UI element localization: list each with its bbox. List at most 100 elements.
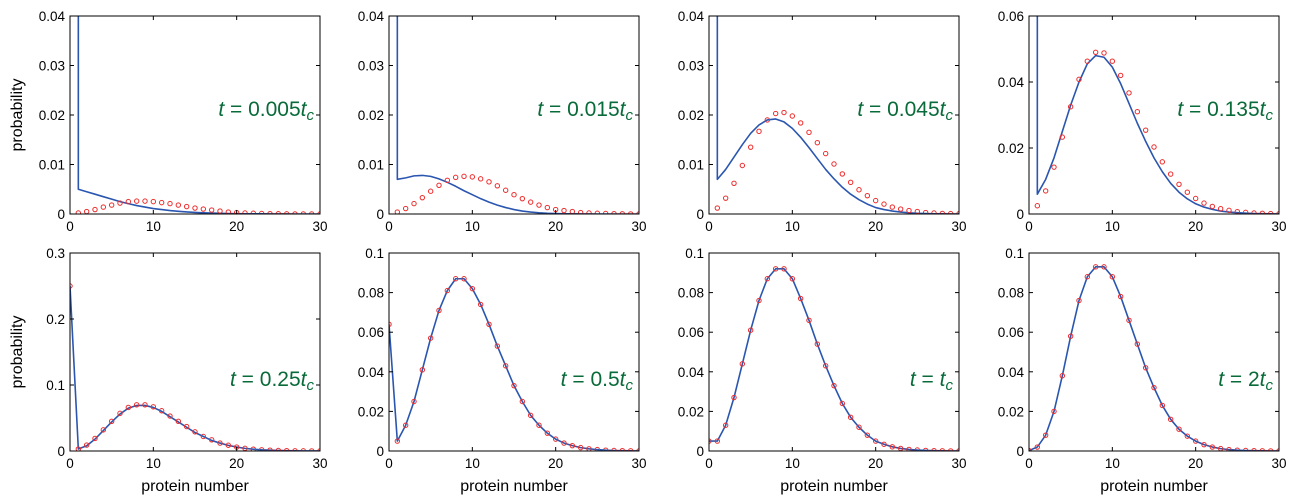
data-point <box>250 446 257 451</box>
data-point <box>1134 109 1141 115</box>
panel-8: 0 10 20 30 0 0.02 0.04 0.06 0.08 0.1 protein numbe… <box>998 246 1287 495</box>
data-point <box>1167 171 1174 177</box>
data-point <box>756 297 762 304</box>
y-tick-label: 0.03 <box>358 59 384 74</box>
data-point <box>192 429 198 435</box>
data-point <box>822 150 829 157</box>
y-tick-label: 0.04 <box>678 9 705 24</box>
annotation-tc: t <box>620 98 627 121</box>
time-annotation: t = tc <box>910 368 954 394</box>
data-point <box>831 161 837 167</box>
y-tick-label: 0.1 <box>365 246 384 261</box>
data-point <box>411 200 417 207</box>
data-point <box>1251 210 1257 214</box>
data-point <box>502 363 509 369</box>
data-point <box>739 162 746 169</box>
data-point <box>789 113 796 119</box>
data-point <box>906 207 912 214</box>
data-point <box>100 204 107 210</box>
y-tick-label: 0 <box>376 207 384 222</box>
y-tick-label: 0.04 <box>998 75 1025 90</box>
x-tick-label: 30 <box>951 456 966 471</box>
data-point <box>864 432 871 438</box>
data-point <box>389 321 392 327</box>
data-point <box>1184 189 1191 195</box>
y-tick-label: 0.06 <box>358 325 384 340</box>
data-point <box>922 209 929 214</box>
panel-7: 0 10 20 30 0 0.02 0.04 0.06 0.08 0.1 protein numbe… <box>678 246 967 495</box>
x-tick-label: 10 <box>146 219 161 234</box>
annotation-tc: t <box>1260 368 1267 391</box>
x-tick-label: 30 <box>1271 219 1286 234</box>
annotation-tc: t <box>301 368 308 391</box>
data-point <box>914 447 921 451</box>
x-tick-label: 30 <box>312 456 327 471</box>
data-point <box>872 438 879 444</box>
data-point <box>1159 159 1166 165</box>
y-tick-label: 0 <box>1016 444 1024 459</box>
model-line <box>70 285 320 451</box>
data-point <box>1109 58 1116 64</box>
data-point <box>806 317 812 324</box>
data-point <box>1192 195 1199 202</box>
annotation-t: t <box>537 98 544 121</box>
data-point <box>258 447 265 451</box>
data-point <box>183 203 190 210</box>
data-point <box>142 198 148 204</box>
data-point <box>419 194 426 201</box>
y-tick-label: 0.04 <box>358 365 385 380</box>
data-point <box>494 343 501 349</box>
data-point <box>1117 293 1124 300</box>
x-tick-label: 20 <box>548 219 563 234</box>
y-tick-label: 0.3 <box>46 246 65 261</box>
data-point <box>906 446 912 451</box>
y-tick-label: 0.08 <box>998 286 1024 301</box>
axes-frame <box>708 252 960 452</box>
x-axis-label: protein number <box>460 478 568 495</box>
data-point <box>167 200 173 207</box>
y-tick-label: 0.1 <box>46 378 65 393</box>
y-tick-label: 0.2 <box>46 312 65 327</box>
annotation-tc: t <box>940 368 947 391</box>
time-annotation: t = 0.005tc <box>218 98 314 124</box>
annotation-value: = 0.045 <box>863 98 939 121</box>
data-point <box>552 436 559 442</box>
annotation-subscript: c <box>1266 107 1274 124</box>
annotation-t: t <box>857 98 864 121</box>
data-point <box>511 382 517 389</box>
data-point <box>469 174 476 180</box>
data-point <box>175 418 182 424</box>
data-point <box>602 447 609 451</box>
data-point <box>200 206 207 212</box>
data-point <box>586 446 592 451</box>
data-point <box>436 182 442 188</box>
data-point <box>108 202 115 208</box>
model-line <box>709 268 959 451</box>
annotation-subscript: c <box>946 107 954 124</box>
data-point <box>764 276 771 282</box>
y-tick-label: 0.02 <box>358 108 384 123</box>
data-point <box>75 210 82 214</box>
data-point <box>217 440 223 446</box>
y-tick-label: 0 <box>57 207 65 222</box>
data-point <box>864 192 871 199</box>
y-tick-label: 0.01 <box>358 158 384 173</box>
y-tick-label: 0.02 <box>358 404 384 419</box>
x-tick-label: 0 <box>385 219 393 234</box>
annotation-t: t <box>561 368 568 391</box>
data-point <box>797 295 804 302</box>
annotation-value: = 0.135 <box>1183 98 1259 121</box>
y-axis-label: probability <box>9 316 26 389</box>
data-point <box>569 442 576 449</box>
data-point <box>536 202 542 208</box>
data-point <box>714 438 721 444</box>
data-point <box>502 187 509 193</box>
data-point <box>394 209 401 214</box>
annotation-subscript: c <box>307 107 315 124</box>
annotation-subscript: c <box>1266 377 1274 394</box>
model-line <box>1029 266 1279 451</box>
panel-6: 0 10 20 30 0 0.02 0.04 0.06 0.08 0.1 protein numbe… <box>358 246 647 495</box>
x-tick-label: 10 <box>1105 456 1120 471</box>
y-tick-label: 0 <box>696 207 704 222</box>
x-tick-label: 30 <box>631 219 646 234</box>
